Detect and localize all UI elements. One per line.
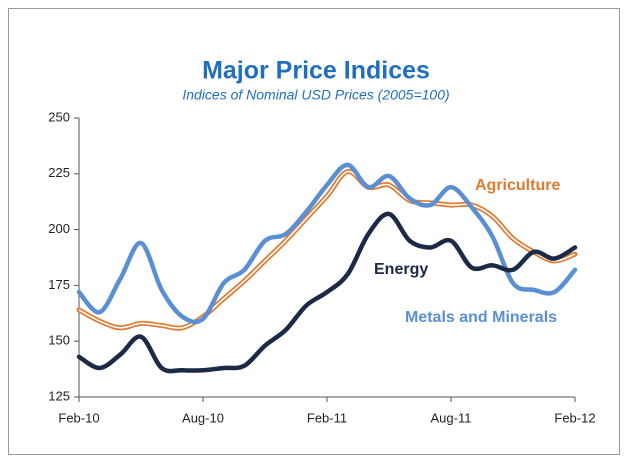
x-tick-label: Aug-10 [182,410,224,425]
series-label: Energy [374,261,428,278]
y-tick-label: 150 [48,333,70,348]
frame [8,8,620,455]
series-line-inner [78,170,576,329]
series-label: Agriculture [475,177,560,194]
x-tick-label: Feb-12 [554,410,595,425]
y-tick-label: 125 [48,388,70,403]
y-tick-label: 200 [48,221,70,236]
series-line [76,162,578,325]
y-tick-label: 250 [48,109,70,124]
x-tick-label: Feb-10 [58,410,99,425]
x-tick-label: Aug-11 [431,410,472,425]
series-line [76,211,578,374]
y-tick-label: 175 [48,277,70,292]
chart-title: Major Price Indices [202,57,430,85]
y-tick-label: 225 [48,165,70,180]
series-label: Metals and Minerals [405,309,557,326]
x-tick-label: Feb-11 [307,410,347,425]
chart-subtitle: Indices of Nominal USD Prices (2005=100) [182,87,449,103]
